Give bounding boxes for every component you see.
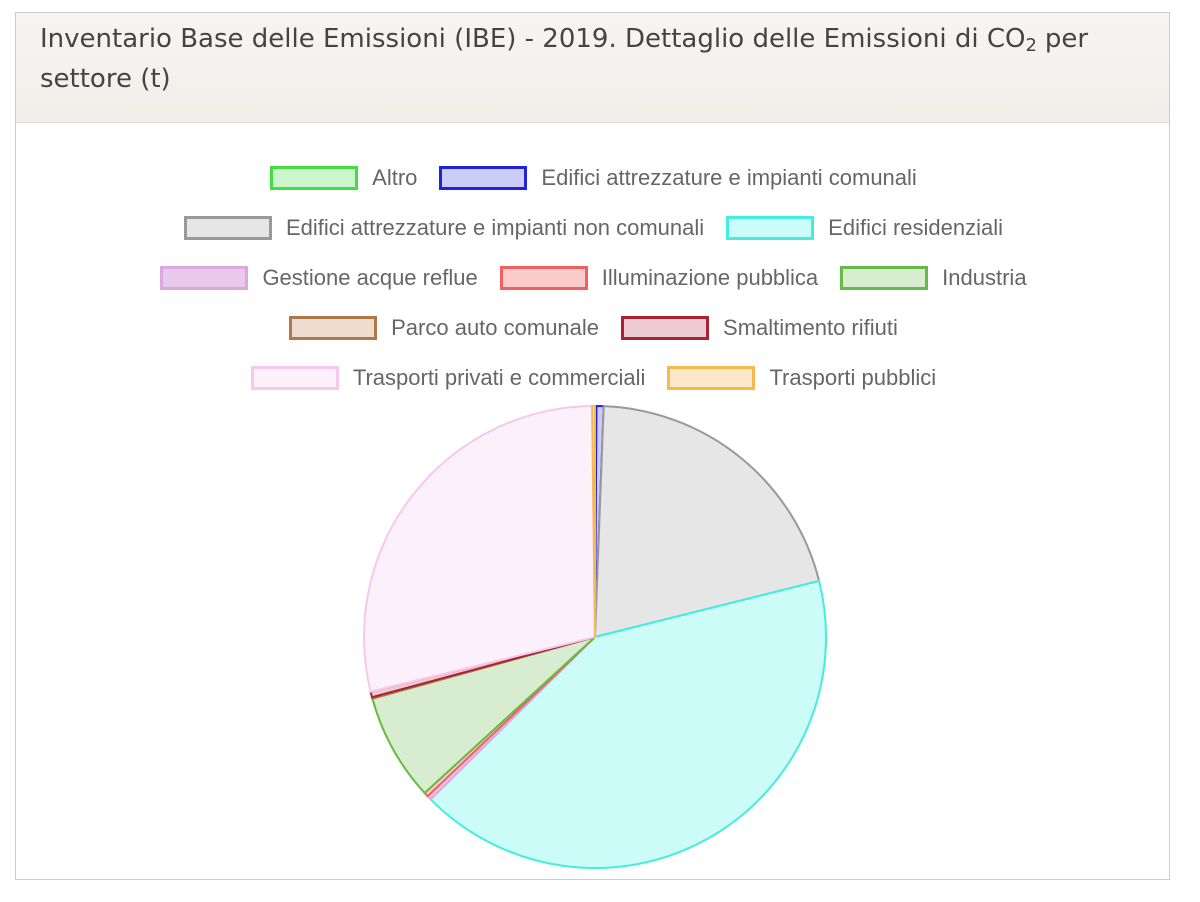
legend-swatch: [840, 266, 929, 290]
legend-label: Smaltimento rifiuti: [723, 315, 898, 340]
legend-label: Edifici attrezzature e impianti comunali: [541, 165, 917, 190]
legend: Altro Edifici attrezzature e impianti com…: [16, 153, 1171, 403]
pie-slice: [591, 404, 596, 638]
legend-item: Trasporti pubblici: [667, 365, 936, 391]
legend-item: Gestione acque reflue: [160, 265, 478, 291]
legend-row: Gestione acque reflue Illuminazione pubbl…: [16, 253, 1171, 303]
legend-label: Illuminazione pubblica: [601, 265, 819, 290]
legend-row: Trasporti privati e commerciali Trasporti…: [16, 353, 1171, 403]
legend-swatch: [183, 216, 272, 240]
legend-swatch: [621, 316, 710, 340]
panel: Inventario Base delle Emissioni (IBE) - …: [15, 12, 1170, 880]
legend-item: Altro: [270, 165, 417, 191]
legend-item: Trasporti privati e commerciali: [250, 365, 646, 391]
legend-item: Illuminazione pubblica: [499, 265, 819, 291]
legend-label: Altro: [372, 165, 418, 190]
panel-header: Inventario Base delle Emissioni (IBE) - …: [16, 13, 1169, 123]
legend-label: Gestione acque reflue: [262, 265, 478, 290]
chart-title: Inventario Base delle Emissioni (IBE) - …: [40, 24, 1026, 54]
legend-label: Edifici attrezzature e impianti non comu…: [285, 215, 705, 240]
pie-slice: [593, 405, 821, 639]
legend-row: Edifici attrezzature e impianti non comu…: [16, 203, 1171, 253]
legend-label: Parco auto comunale: [391, 315, 600, 340]
legend-item: Industria: [840, 265, 1027, 291]
pie-slice: [371, 636, 596, 795]
legend-row: Altro Edifici attrezzature e impianti com…: [16, 153, 1171, 203]
legend-swatch: [667, 366, 756, 390]
pie-slice: [363, 405, 597, 693]
legend-item: Edifici attrezzature e impianti comunali: [439, 165, 917, 191]
legend-item: Edifici residenziali: [726, 215, 1003, 241]
legend-label: Industria: [942, 265, 1027, 290]
legend-swatch: [439, 166, 528, 190]
legend-label: Edifici residenziali: [828, 215, 1004, 240]
pie-slice: [429, 579, 827, 869]
legend-swatch: [289, 316, 378, 340]
title-end: per settore (t): [40, 24, 1089, 94]
legend-swatch: [160, 266, 249, 290]
legend-swatch: [270, 166, 359, 190]
legend-row: Parco auto comunale Smaltimento rifiuti: [16, 303, 1171, 353]
legend-label: Trasporti pubblici: [769, 365, 937, 390]
legend-item: Parco auto comunale: [289, 315, 599, 341]
legend-item: Smaltimento rifiuti: [621, 315, 898, 341]
legend-label: Trasporti privati e commerciali: [352, 365, 646, 390]
legend-swatch: [726, 216, 815, 240]
title-subscript: 2: [1025, 35, 1037, 56]
legend-swatch: [499, 266, 588, 290]
legend-swatch: [250, 366, 339, 390]
legend-item: Edifici attrezzature e impianti non comu…: [183, 215, 705, 241]
